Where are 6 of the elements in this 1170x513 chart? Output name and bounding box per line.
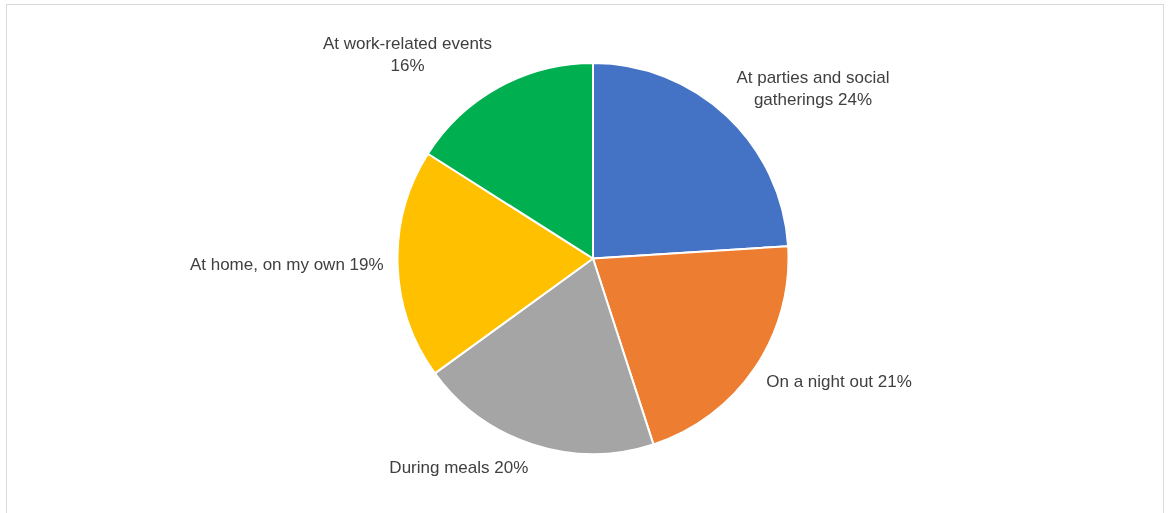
slice-label: During meals 20% — [389, 457, 529, 477]
data-label: 16% — [390, 56, 425, 76]
slice-label: At home, on my own 19% — [189, 255, 384, 275]
slice-label: On a night out 21% — [766, 372, 912, 392]
slice-label: At parties and social gatherings 24% — [736, 68, 890, 110]
slice-label: At work-related events — [322, 34, 493, 54]
